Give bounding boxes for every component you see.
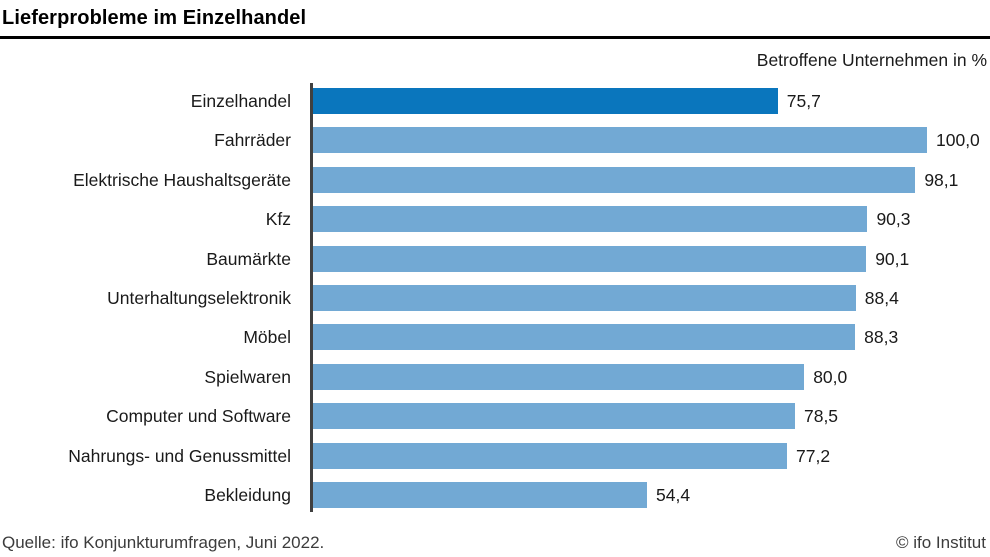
chart-footer: Quelle: ifo Konjunkturumfragen, Juni 202… <box>2 533 986 553</box>
y-axis-line <box>310 83 313 512</box>
value-label: 90,1 <box>875 248 910 269</box>
bar <box>313 403 795 430</box>
bar <box>313 206 868 233</box>
bar <box>313 166 916 193</box>
category-label: Einzelhandel <box>190 91 291 111</box>
category-label: Spielwaren <box>204 366 291 387</box>
value-label: 77,2 <box>796 445 831 466</box>
value-label: 88,4 <box>864 288 899 308</box>
value-label: 90,3 <box>876 209 911 230</box>
category-label: Nahrungs- und Genussmittel <box>68 445 291 466</box>
bar <box>313 127 927 154</box>
bar <box>313 482 648 508</box>
category-label: Computer und Software <box>106 406 291 427</box>
category-label: Bekleidung <box>204 485 291 505</box>
chart-subtitle: Betroffene Unternehmen in % <box>756 50 987 70</box>
category-label: Elektrische Haushaltsgeräte <box>73 169 291 190</box>
bar <box>313 442 787 469</box>
bar <box>313 245 867 272</box>
category-label: Baumärkte <box>206 248 291 269</box>
value-label: 75,7 <box>786 91 821 111</box>
bar <box>313 363 805 390</box>
value-label: 80,0 <box>813 366 848 387</box>
copyright-note: © ifo Institut <box>895 533 986 552</box>
source-note: Quelle: ifo Konjunkturumfragen, Juni 202… <box>2 533 325 552</box>
bar <box>313 324 856 351</box>
value-label: 78,5 <box>803 406 839 427</box>
category-label: Kfz <box>265 209 291 230</box>
value-label: 88,3 <box>864 327 899 348</box>
bar <box>313 285 856 311</box>
category-label: Möbel <box>243 327 291 348</box>
category-label: Unterhaltungselektronik <box>107 288 291 308</box>
category-label: Fahrräder <box>214 130 291 151</box>
value-label: 98,1 <box>924 169 959 190</box>
chart-header: Lieferprobleme im Einzelhandel <box>0 0 990 39</box>
value-label: 54,4 <box>656 485 691 505</box>
bar-highlight <box>313 88 778 114</box>
value-label: 100,0 <box>936 130 980 151</box>
chart-title: Lieferprobleme im Einzelhandel <box>2 7 307 29</box>
